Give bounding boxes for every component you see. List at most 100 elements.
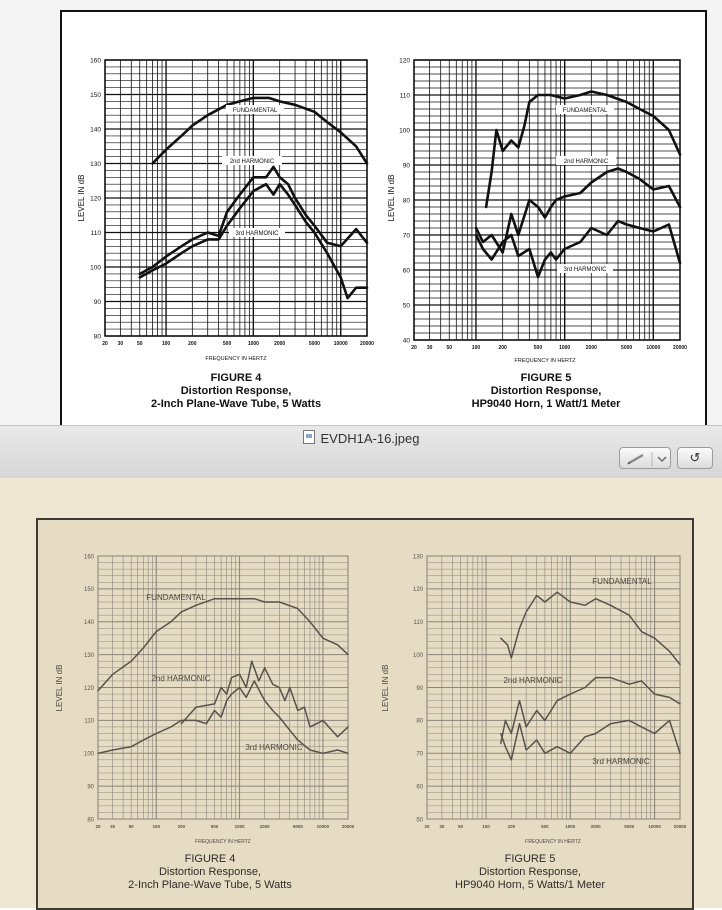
- y-tick-label: 110: [91, 230, 102, 237]
- x-tick-label: 20: [424, 824, 430, 829]
- x-tick-label: 200: [508, 824, 516, 829]
- label-2nd-harmonic: 2nd HARMONIC: [564, 159, 609, 165]
- label-2nd-harmonic: 2nd HARMONIC: [230, 159, 275, 165]
- x-tick-label: 50: [447, 345, 453, 351]
- y-tick-label: 100: [90, 264, 101, 271]
- y-tick-label: 90: [94, 299, 102, 306]
- x-tick-label: 2000: [591, 824, 602, 829]
- x-tick-label: 5000: [624, 824, 635, 829]
- label-backdrop: [556, 105, 614, 114]
- series-line-3rd-harmonic: [97, 680, 349, 755]
- x-tick-label: 20: [411, 345, 417, 351]
- x-tick-label: 20000: [342, 824, 355, 829]
- y-tick-label: 120: [399, 57, 410, 64]
- jpeg-file-icon: [302, 430, 315, 444]
- x-tick-label: 10000: [648, 824, 661, 829]
- label-3rd-harmonic: 3rd HARMONIC: [235, 231, 279, 237]
- x-tick-label: 100: [162, 341, 171, 347]
- scan-bottom-charts: 160 150 140 130 120 110 100 90 80 20 30 50 100 200 50…: [55, 554, 687, 845]
- chart-fig4-top: 160 150 140 130 120 110 100 90 80 20 30 50 100 200 50…: [77, 57, 374, 362]
- y-tick-label: 100: [413, 653, 424, 659]
- x-tick-label: 200: [188, 341, 197, 347]
- label-fundamental: FUNDAMENTAL: [563, 108, 608, 114]
- x-tick-label: 30: [118, 341, 124, 347]
- y-tick-label: 80: [87, 817, 94, 823]
- y-tick-label: 50: [416, 817, 423, 823]
- x-axis-label: FREQUENCY IN HERTZ: [525, 839, 581, 845]
- x-tick-label: 20: [102, 341, 108, 347]
- series-line-2nd-harmonic: [500, 676, 681, 745]
- y-tick-label: 110: [400, 92, 411, 99]
- x-tick-label: 2000: [586, 345, 597, 351]
- x-tick-label: 20: [95, 824, 101, 829]
- label-backdrop: [229, 228, 285, 237]
- x-tick-label: 500: [223, 341, 232, 347]
- file-title-text: EVDH1A-16.jpeg: [320, 431, 420, 446]
- series-line-fundamental: [500, 591, 681, 666]
- chart-fig5-top: 120 110 100 90 80 70 60 50 40 20 30 50 100 200 500 100…: [387, 57, 687, 364]
- label-backdrop: [222, 156, 282, 165]
- pencil-icon: [627, 453, 644, 465]
- x-tick-label: 500: [541, 824, 549, 829]
- caption-line: HP9040 Horn, 5 Watts/1 Meter: [455, 879, 605, 891]
- rotate-left-icon: ↺: [689, 450, 701, 465]
- y-tick-label: 70: [416, 752, 423, 758]
- caption-line: Distortion Response,: [180, 385, 292, 397]
- x-tick-label: 10000: [317, 824, 330, 829]
- caption-title: FIGURE 5: [520, 372, 572, 384]
- x-tick-label: 20000: [673, 345, 687, 351]
- caption-title: FIGURE 4: [210, 372, 262, 384]
- label-fundamental: FUNDAMENTAL: [592, 577, 652, 586]
- figure4-caption-top: FIGURE 4 Distortion Response, 2-Inch Pla…: [120, 372, 352, 411]
- y-axis-label: LEVEL IN dB: [387, 175, 396, 222]
- markup-button[interactable]: [619, 447, 671, 469]
- y-axis-label: LEVEL IN dB: [381, 665, 390, 712]
- x-tick-label: 30: [439, 824, 445, 829]
- y-tick-label: 130: [90, 161, 101, 168]
- x-tick-label: 1000: [559, 345, 570, 351]
- caption-line: 2-Inch Plane-Wave Tube, 5 Watts: [128, 879, 292, 891]
- x-axis-label: FREQUENCY IN HERTZ: [205, 356, 267, 362]
- figure4-caption-bottom: FIGURE 4 Distortion Response, 2-Inch Pla…: [90, 853, 330, 892]
- y-tick-label: 70: [403, 232, 411, 239]
- x-tick-label: 20000: [360, 341, 374, 347]
- x-tick-label: 50: [129, 824, 135, 829]
- caption-line: 2-Inch Plane-Wave Tube, 5 Watts: [150, 398, 322, 410]
- label-backdrop: [557, 264, 613, 273]
- label-fundamental: FUNDAMENTAL: [146, 593, 206, 602]
- scan-image-top: 160 150 140 130 120 110 100 90 80 20 30 50 100 200 50…: [0, 0, 722, 427]
- chart-fig4-bottom: 160 150 140 130 120 110 100 90 80 20 30 50 100 200 50…: [55, 554, 355, 845]
- x-tick-label: 100: [152, 824, 160, 829]
- figure5-caption-top: FIGURE 5 Distortion Response, HP9040 Hor…: [430, 372, 662, 411]
- y-tick-label: 90: [403, 162, 411, 169]
- x-tick-label: 100: [482, 824, 490, 829]
- x-tick-label: 30: [427, 345, 433, 351]
- label-2nd-harmonic: 2nd HARMONIC: [503, 676, 562, 685]
- x-tick-label: 2000: [260, 824, 271, 829]
- label-2nd-harmonic: 2nd HARMONIC: [151, 674, 210, 683]
- y-tick-label: 80: [94, 333, 102, 340]
- scan-image-bottom: 160 150 140 130 120 110 100 90 80 20 30 50 100 200 50…: [0, 478, 722, 910]
- label-fundamental: FUNDAMENTAL: [233, 108, 278, 114]
- y-tick-label: 80: [403, 197, 411, 204]
- x-tick-label: 1000: [248, 341, 259, 347]
- x-tick-label: 30: [110, 824, 116, 829]
- y-tick-label: 160: [84, 554, 95, 560]
- preview-title-bar: EVDH1A-16.jpeg: [0, 425, 722, 479]
- y-tick-label: 120: [84, 686, 95, 692]
- y-tick-label: 100: [399, 127, 410, 134]
- chevron-down-icon[interactable]: [657, 456, 667, 462]
- x-tick-label: 5000: [309, 341, 320, 347]
- x-tick-label: 1000: [565, 824, 576, 829]
- y-tick-label: 110: [84, 719, 94, 725]
- y-axis-label: LEVEL IN dB: [55, 665, 64, 712]
- rotate-button[interactable]: ↺: [677, 447, 713, 469]
- caption-title: FIGURE 5: [504, 853, 556, 865]
- caption-line: HP9040 Horn, 1 Watt/1 Meter: [471, 398, 621, 410]
- y-tick-label: 130: [84, 653, 95, 659]
- y-tick-label: 40: [403, 337, 411, 344]
- series-line-3rd-harmonic: [500, 719, 681, 761]
- x-tick-label: 2000: [274, 341, 285, 347]
- x-tick-label: 200: [178, 824, 186, 829]
- x-axis-label: FREQUENCY IN HERTZ: [514, 358, 576, 364]
